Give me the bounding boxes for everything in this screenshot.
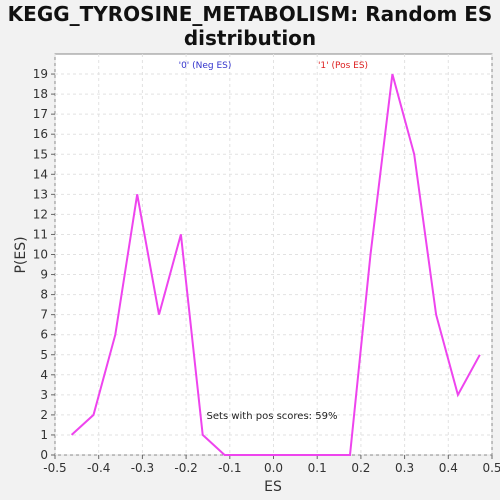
- y-tick-label: 6: [40, 328, 48, 342]
- y-tick-label: 3: [40, 388, 48, 402]
- y-axis-label: P(ES): [13, 236, 29, 273]
- y-tick-label: 5: [40, 348, 48, 362]
- y-tick-label: 15: [33, 147, 48, 161]
- y-tick-label: 4: [40, 368, 48, 382]
- y-tick-label: 14: [33, 167, 48, 181]
- x-tick-label: -0.5: [43, 461, 66, 475]
- chart-title-line-2: distribution: [183, 26, 317, 50]
- x-tick-label: -0.3: [131, 461, 154, 475]
- series-layer: [70, 73, 481, 456]
- chart-title-line-1: KEGG_TYROSINE_METABOLISM: Random ES: [7, 2, 493, 26]
- y-tick-label: 16: [33, 127, 48, 141]
- y-tick-label: 17: [33, 107, 48, 121]
- legend-pos-es: '1' (Pos ES): [318, 61, 368, 71]
- x-axis-label: ES: [264, 479, 282, 495]
- y-tick-label: 11: [33, 227, 48, 241]
- y-tick-label: 12: [33, 207, 48, 221]
- legend-neg-es: '0' (Neg ES): [179, 61, 232, 71]
- x-tick-label: 0.5: [482, 461, 500, 475]
- x-tick-label: -0.1: [218, 461, 241, 475]
- y-tick-label: 10: [33, 248, 48, 262]
- x-tick-label: 0.2: [351, 461, 370, 475]
- axes: -0.5 -0.4 -0.3 -0.2 -0.1 0.0 0.1 0.2 0.3 0.4 0.5 0 1…: [33, 67, 500, 475]
- x-tick-label: 0.1: [308, 461, 327, 475]
- x-tick-label: 0.0: [264, 461, 283, 475]
- y-tick-label: 9: [40, 268, 48, 282]
- y-tick-label: 0: [40, 448, 48, 462]
- y-tick-label: 8: [40, 288, 48, 302]
- x-tick-label: 0.3: [395, 461, 414, 475]
- y-tick-label: 13: [33, 187, 48, 201]
- y-tick-label: 19: [33, 67, 48, 81]
- y-tick-label: 1: [40, 428, 48, 442]
- pos-score-annotation: Sets with pos scores: 59%: [207, 411, 338, 422]
- x-tick-label: 0.4: [439, 461, 458, 475]
- y-tick-label: 7: [40, 308, 48, 322]
- y-tick-label: 2: [40, 408, 48, 422]
- x-tick-label: -0.4: [87, 461, 110, 475]
- y-tick-label: 18: [33, 87, 48, 101]
- x-tick-label: -0.2: [174, 461, 197, 475]
- chart-title: KEGG_TYROSINE_METABOLISM: Random ES dist…: [0, 2, 500, 50]
